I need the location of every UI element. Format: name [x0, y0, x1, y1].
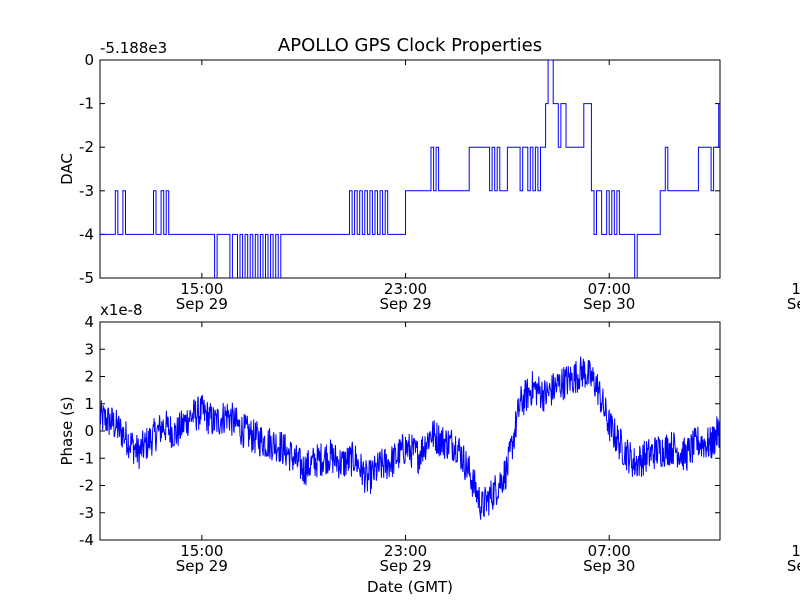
- dac-y-tick-label: -1: [79, 95, 94, 113]
- phase-y-tick-label: 4: [84, 313, 94, 331]
- dac-y-tick-label: -3: [79, 182, 94, 200]
- dac-y-tick-label: 0: [84, 51, 94, 69]
- phase-y-tick-label: 1: [84, 395, 94, 413]
- phase-panel: x1e-8 Phase (s) Date (GMT) 4 3 2 1 0 -1 -2 -3 -4…: [58, 301, 800, 596]
- dac-offset-label: -5.188e3: [100, 39, 167, 57]
- phase-offset-label: x1e-8: [100, 301, 143, 319]
- phase-x-tick-time: 07:00: [588, 542, 631, 560]
- dac-x-tick-time: 07:00: [588, 280, 631, 298]
- dac-plot-frame: [99, 59, 721, 279]
- dac-y-tick-label: -5: [79, 269, 94, 287]
- phase-series-line: [100, 356, 720, 520]
- phase-y-tick-label: -3: [79, 504, 94, 522]
- phase-x-tick-time: 15:00: [180, 542, 223, 560]
- dac-x-tick-time: 15:00: [791, 280, 800, 298]
- phase-x-tick-date: Sep 30: [583, 557, 635, 575]
- phase-y-tick-label: 2: [84, 368, 94, 386]
- dac-x-tick-time: 15:00: [180, 280, 223, 298]
- dac-x-tick-date: Sep 29: [176, 295, 228, 313]
- phase-x-tick-time: 15:00: [791, 542, 800, 560]
- dac-x-tick-time: 23:00: [384, 280, 427, 298]
- chart-title: APOLLO GPS Clock Properties: [278, 35, 542, 56]
- dac-y-tick-label: -2: [79, 138, 94, 156]
- x-axis-label: Date (GMT): [367, 578, 453, 596]
- phase-y-tick-label: 0: [84, 422, 94, 440]
- dac-panel: APOLLO GPS Clock Properties -5.188e3 DAC…: [58, 35, 800, 313]
- dac-x-tick-date: Sep 29: [379, 295, 431, 313]
- phase-y-tick-label: -4: [79, 531, 94, 549]
- phase-y-tick-label: -2: [79, 477, 94, 495]
- phase-y-tick-label: 3: [84, 340, 94, 358]
- phase-y-axis-label: Phase (s): [58, 396, 76, 465]
- dac-x-tick-date: Sep 30: [583, 295, 635, 313]
- dac-x-tick-date: Sep 30: [787, 295, 800, 313]
- dac-series-line: [100, 60, 720, 278]
- phase-x-tick-time: 23:00: [384, 542, 427, 560]
- phase-x-tick-date: Sep 29: [379, 557, 431, 575]
- phase-x-tick-date: Sep 30: [787, 557, 800, 575]
- phase-y-tick-label: -1: [79, 449, 94, 467]
- phase-x-tick-date: Sep 29: [176, 557, 228, 575]
- dac-y-tick-label: -4: [79, 225, 94, 243]
- dac-y-axis-label: DAC: [58, 153, 76, 185]
